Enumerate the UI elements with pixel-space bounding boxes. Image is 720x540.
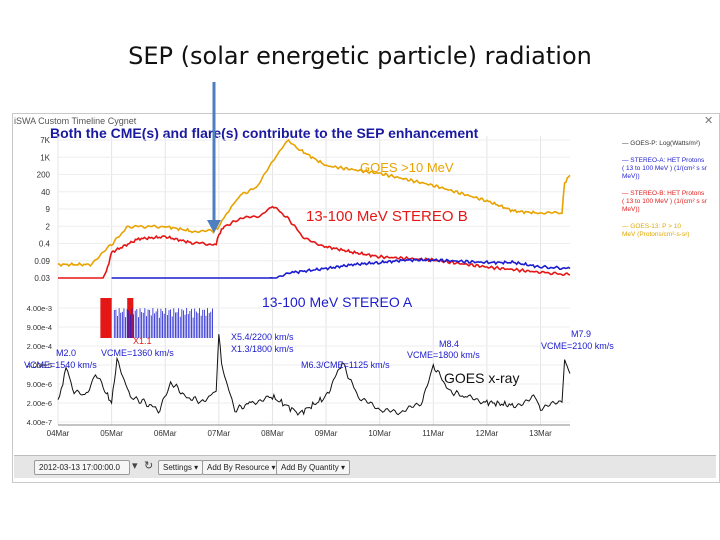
y-tick-label: 4.00e-5 xyxy=(27,361,52,370)
legend-entry-detail: ( 13 to 100 MeV ) (1/(cm² s sr MeV)) xyxy=(622,198,707,213)
series-labels: GOES >10 MeV 13-100 MeV STEREO B 13-100 Me… xyxy=(262,160,519,386)
annotation-label: X1.1 xyxy=(133,336,152,346)
series-line-goes xyxy=(57,138,571,268)
annotation-label: M6.3/CME=1125 km/s xyxy=(301,360,390,370)
legend-entry-title: — GOES-13: P > 10 xyxy=(622,223,681,230)
y-tick-label: 9.00e-6 xyxy=(27,380,52,389)
annotation-label: M8.4 xyxy=(439,339,459,349)
x-tick-label: 08Mar xyxy=(261,429,284,438)
y-tick-label: 9 xyxy=(46,205,51,214)
legend-entry: — STEREO-A: HET Protons( 13 to 100 MeV )… xyxy=(622,157,714,181)
y-tick-labels: 7K 1K 200 40 9 2 0.4 0.09 0.03 4.00e-3 9.00e-4 2.00… xyxy=(27,136,52,427)
annotation-label: M7.9 xyxy=(571,329,591,339)
chart-grid xyxy=(57,136,570,426)
legend-entry-title: — GOES-P: Log(Watts/m²) xyxy=(622,140,701,147)
add-by-quantity-label: Add By Quantity xyxy=(281,463,339,472)
series-line-stb xyxy=(58,205,571,279)
flare-annotations: X1.1 VCME=1360 km/s M2.0 VCME=1540 km/s X5.4… xyxy=(24,329,614,370)
y-tick-label: 0.4 xyxy=(39,240,51,249)
window-title: iSWA Custom Timeline Cygnet xyxy=(14,116,137,126)
x-tick-label: 05Mar xyxy=(100,429,123,438)
x-tick-label: 09Mar xyxy=(315,429,338,438)
toolbar: 2012-03-13 17:00:00.0 ▾ ↻ Settings ▾ Add… xyxy=(14,455,716,478)
annotation-label: X5.4/2200 km/s xyxy=(231,332,294,342)
arrow-head xyxy=(207,220,221,233)
x-tick-label: 06Mar xyxy=(154,429,177,438)
series-label-xray: GOES x-ray xyxy=(444,370,519,386)
y-tick-label: 2 xyxy=(46,222,51,231)
annotation-label: X1.3/1800 km/s xyxy=(231,344,294,354)
settings-label: Settings xyxy=(163,463,192,472)
series-label-sta: 13-100 MeV STEREO A xyxy=(262,294,413,310)
legend-entry-title: — STEREO-A: HET Protons xyxy=(622,157,705,164)
series-line-xray xyxy=(57,334,571,416)
legend-entry: — STEREO-B: HET Protons( 13 to 100 MeV )… xyxy=(622,190,714,214)
x-tick-label: 07Mar xyxy=(207,429,230,438)
annotation-label: VCME=2100 km/s xyxy=(541,341,614,351)
y-tick-label: 40 xyxy=(41,188,50,197)
x-tick-label: 11Mar xyxy=(422,429,444,438)
y-tick-label: 9.00e-4 xyxy=(27,323,52,332)
annotation-label: M2.0 xyxy=(56,348,76,358)
close-icon[interactable]: ✕ xyxy=(704,115,714,127)
x-tick-label: 10Mar xyxy=(368,429,391,438)
date-field[interactable]: 2012-03-13 17:00:00.0 xyxy=(34,460,130,475)
series-label-stb: 13-100 MeV STEREO B xyxy=(306,208,468,225)
pointer-arrow xyxy=(207,82,221,233)
x-tick-label: 12Mar xyxy=(476,429,499,438)
y-tick-label: 200 xyxy=(37,171,51,180)
legend-entry-detail: MeV (Protons/cm²-s-sr) xyxy=(622,231,690,238)
y-tick-label: 1K xyxy=(40,153,50,162)
y-tick-label: 4.00e-7 xyxy=(27,418,52,427)
x-tick-labels: 04Mar 05Mar 06Mar 07Mar 08Mar 09Mar 10Mar 11Mar… xyxy=(47,429,553,438)
y-tick-label: 4.00e-3 xyxy=(27,304,52,313)
series-line-sta xyxy=(111,257,571,279)
add-by-quantity-button[interactable]: Add By Quantity ▾ xyxy=(276,460,351,475)
settings-menu-button[interactable]: Settings ▾ xyxy=(158,460,204,475)
chevron-down-icon: ▾ xyxy=(341,463,346,472)
add-by-resource-button[interactable]: Add By Resource ▾ xyxy=(202,460,281,475)
y-tick-label: 2.00e-4 xyxy=(27,342,52,351)
slide-title: SEP (solar energetic particle) radiation xyxy=(128,42,592,70)
y-tick-label: 2.00e-6 xyxy=(27,399,52,408)
series-lines xyxy=(57,138,571,416)
chevron-down-icon: ▾ xyxy=(271,463,276,472)
annotation-label: VCME=1800 km/s xyxy=(407,350,480,360)
series-label-goes: GOES >10 MeV xyxy=(360,160,454,175)
legend-entry-title: — STEREO-B: HET Protons xyxy=(622,190,705,197)
y-tick-label: 0.03 xyxy=(34,274,50,283)
legend-entry: — GOES-P: Log(Watts/m²) xyxy=(622,140,714,148)
x-tick-label: 04Mar xyxy=(47,429,70,438)
x-tick-label: 13Mar xyxy=(529,429,552,438)
chevron-down-icon: ▾ xyxy=(194,463,199,472)
annotation-label: VCME=1540 km/s xyxy=(24,360,97,370)
legend: — GOES-P: Log(Watts/m²) — STEREO-A: HET P… xyxy=(622,140,714,248)
add-by-resource-label: Add By Resource xyxy=(207,463,270,472)
calendar-dropdown-icon[interactable]: ▾ xyxy=(132,460,138,472)
legend-entry: — GOES-13: P > 10 MeV (Protons/cm²-s-sr) xyxy=(622,223,714,239)
chart-heading: Both the CME(s) and flare(s) contribute … xyxy=(50,125,479,141)
y-tick-label: 0.09 xyxy=(34,257,50,266)
y-tick-label: 7K xyxy=(40,136,50,145)
legend-entry-detail: ( 13 to 100 MeV ) (1/(cm² s sr MeV)) xyxy=(622,165,707,180)
refresh-icon[interactable]: ↻ xyxy=(144,460,154,472)
annotation-label: VCME=1360 km/s xyxy=(101,348,174,358)
